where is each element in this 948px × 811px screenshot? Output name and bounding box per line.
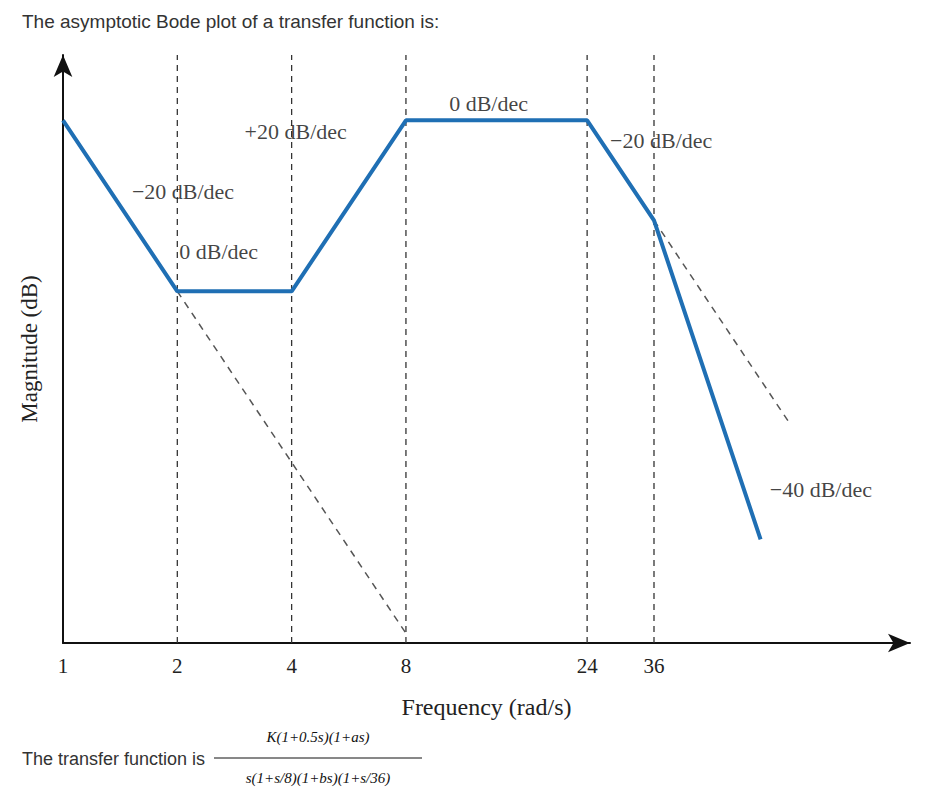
svg-text:−20 dB/dec: −20 dB/dec [132, 179, 234, 204]
svg-text:36: 36 [643, 654, 664, 678]
svg-text:1: 1 [58, 654, 69, 678]
svg-text:0 dB/dec: 0 dB/dec [179, 239, 258, 264]
svg-text:Magnitude (dB): Magnitude (dB) [17, 275, 42, 423]
svg-text:4: 4 [286, 654, 297, 678]
svg-text:8: 8 [401, 654, 412, 678]
svg-text:+20 dB/dec: +20 dB/dec [245, 119, 347, 144]
svg-text:24: 24 [577, 654, 599, 678]
svg-text:2: 2 [172, 654, 183, 678]
svg-text:−40 dB/dec: −40 dB/dec [770, 477, 872, 502]
svg-text:−20 dB/dec: −20 dB/dec [610, 128, 712, 153]
svg-text:Frequency (rad/s): Frequency (rad/s) [402, 694, 572, 720]
svg-text:The transfer function is: The transfer function is [22, 749, 205, 769]
svg-text:K(1+0.5s)(1+as): K(1+0.5s)(1+as) [265, 729, 369, 746]
svg-text:0 dB/dec: 0 dB/dec [449, 91, 528, 116]
svg-text:s(1+s/8)(1+bs)(1+s/36): s(1+s/8)(1+bs)(1+s/36) [246, 770, 391, 787]
svg-text:The asymptotic Bode plot of a: The asymptotic Bode plot of a transfer f… [22, 11, 439, 32]
